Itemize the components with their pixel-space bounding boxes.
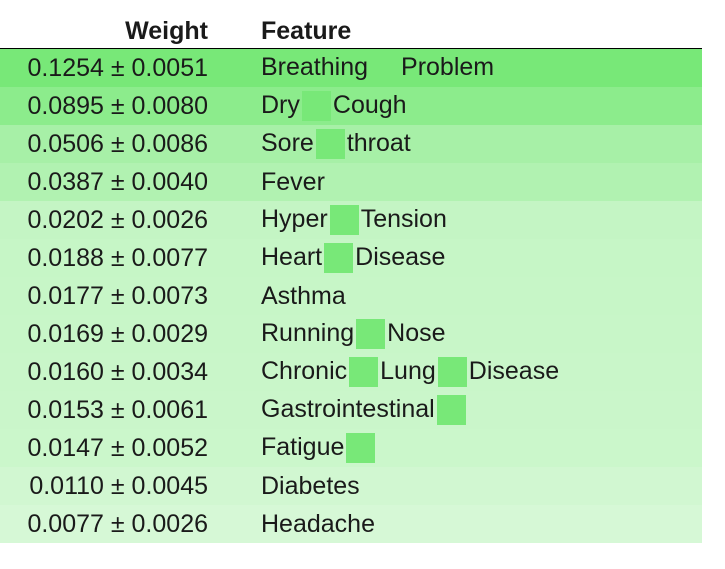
feature-token: Diabetes xyxy=(261,471,360,500)
whitespace-marker xyxy=(436,395,466,426)
feature-token: Asthma xyxy=(261,281,346,310)
feature-name: Sore throat xyxy=(256,125,702,163)
feature-column-header: Feature xyxy=(256,14,702,49)
weight-value: 0.1254 ± 0.0051 xyxy=(27,53,208,82)
feature-token: Gastrointestinal xyxy=(261,394,435,423)
table-row: 0.0177 ± 0.0073 Asthma xyxy=(0,277,702,315)
feature-name: Chronic Lung Disease xyxy=(256,353,702,391)
table-row: 0.0160 ± 0.0034 Chronic Lung Disease xyxy=(0,353,702,391)
table-row: 0.0895 ± 0.0080 Dry Cough xyxy=(0,87,702,125)
whitespace-marker xyxy=(349,357,379,388)
table-row: 0.0506 ± 0.0086 Sore throat xyxy=(0,125,702,163)
feature-weights-table: Weight Feature 0.1254 ± 0.0051 Breathing P… xyxy=(0,14,702,543)
feature-token: Cough xyxy=(332,90,407,119)
feature-token: Fever xyxy=(261,167,325,196)
whitespace-marker xyxy=(324,243,354,274)
table-row: 0.0169 ± 0.0029 Running Nose xyxy=(0,315,702,353)
feature-token: Heart xyxy=(261,242,323,271)
feature-name: Headache xyxy=(256,505,702,543)
weight-value: 0.0177 ± 0.0073 xyxy=(27,281,208,310)
feature-token: Nose xyxy=(387,318,446,347)
feature-name: Asthma xyxy=(256,277,702,315)
feature-token: Running xyxy=(261,318,355,347)
weight-value: 0.0169 ± 0.0029 xyxy=(27,319,208,348)
whitespace-marker xyxy=(301,91,331,122)
whitespace-marker xyxy=(356,319,386,350)
feature-token: Breathing xyxy=(261,52,369,81)
feature-name: Breathing Problem xyxy=(256,49,702,88)
weight-value: 0.0153 ± 0.0061 xyxy=(27,395,208,424)
whitespace-marker xyxy=(370,53,400,84)
whitespace-marker xyxy=(346,433,376,464)
table-row: 0.0110 ± 0.0045 Diabetes xyxy=(0,467,702,505)
whitespace-marker xyxy=(329,205,359,236)
weight-value: 0.0387 ± 0.0040 xyxy=(27,167,208,196)
table-row: 0.0147 ± 0.0052 Fatigue xyxy=(0,429,702,467)
feature-token: Tension xyxy=(360,204,447,233)
feature-token: Sore xyxy=(261,128,314,157)
table-body: 0.1254 ± 0.0051 Breathing Problem 0.0895 ± … xyxy=(0,48,702,543)
feature-name: Gastrointestinal xyxy=(256,391,702,429)
weight-value: 0.0077 ± 0.0026 xyxy=(27,509,208,538)
table-row: 0.0202 ± 0.0026 Hyper Tension xyxy=(0,201,702,239)
whitespace-marker xyxy=(315,129,345,160)
feature-name: Heart Disease xyxy=(256,239,702,277)
weight-value: 0.0110 ± 0.0045 xyxy=(29,471,208,500)
feature-name: Dry Cough xyxy=(256,87,702,125)
table-row: 0.0153 ± 0.0061 Gastrointestinal xyxy=(0,391,702,429)
feature-name: Running Nose xyxy=(256,315,702,353)
feature-token: Disease xyxy=(468,356,560,385)
feature-token: Dry xyxy=(261,90,300,119)
table-row: 0.1254 ± 0.0051 Breathing Problem xyxy=(0,48,702,88)
feature-token: Chronic xyxy=(261,356,348,385)
weight-column-header: Weight xyxy=(0,14,256,49)
feature-name: Fever xyxy=(256,163,702,201)
feature-token: Headache xyxy=(261,509,375,538)
weight-value: 0.0202 ± 0.0026 xyxy=(27,205,208,234)
whitespace-marker xyxy=(437,357,467,388)
feature-token: throat xyxy=(346,128,411,157)
feature-name: Fatigue xyxy=(256,429,702,467)
table-row: 0.0077 ± 0.0026 Headache xyxy=(0,505,702,543)
feature-name: Hyper Tension xyxy=(256,201,702,239)
table-row: 0.0188 ± 0.0077 Heart Disease xyxy=(0,239,702,277)
weight-value: 0.0147 ± 0.0052 xyxy=(27,433,208,462)
weight-value: 0.0188 ± 0.0077 xyxy=(27,243,208,272)
feature-token: Hyper xyxy=(261,204,328,233)
feature-token: Disease xyxy=(355,242,446,271)
feature-token: Fatigue xyxy=(261,432,345,461)
weight-value: 0.0895 ± 0.0080 xyxy=(27,91,208,120)
feature-name: Diabetes xyxy=(256,467,702,505)
weight-value: 0.0160 ± 0.0034 xyxy=(27,357,208,386)
weight-value: 0.0506 ± 0.0086 xyxy=(27,129,208,158)
feature-token: Problem xyxy=(401,52,495,81)
header-row: Weight Feature xyxy=(0,14,702,49)
table-row: 0.0387 ± 0.0040 Fever xyxy=(0,163,702,201)
feature-token: Lung xyxy=(380,356,436,385)
